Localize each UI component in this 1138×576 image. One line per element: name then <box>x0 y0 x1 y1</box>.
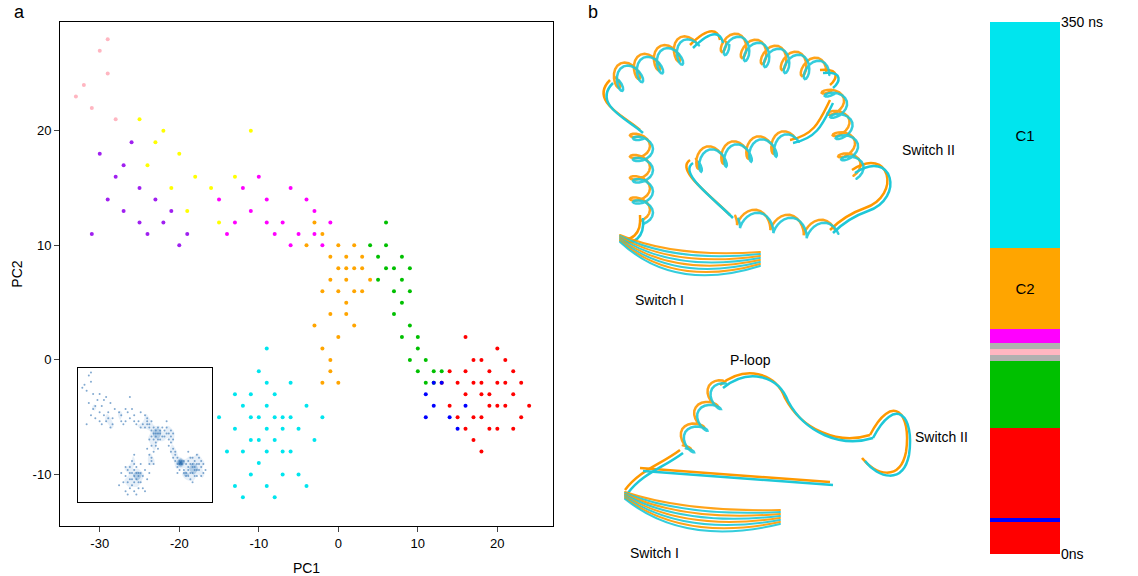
svg-text:0ns: 0ns <box>1061 546 1084 562</box>
svg-text:10: 10 <box>37 238 51 253</box>
svg-text:-10: -10 <box>249 536 268 551</box>
svg-text:0: 0 <box>335 536 342 551</box>
svg-text:P-loop: P-loop <box>730 352 771 368</box>
svg-text:Switch II: Switch II <box>915 429 968 445</box>
svg-text:C1: C1 <box>1015 127 1034 144</box>
svg-text:-30: -30 <box>90 536 109 551</box>
html-text:a: a <box>14 2 24 22</box>
svg-text:Switch I: Switch I <box>630 545 679 561</box>
svg-text:Switch I: Switch I <box>635 292 684 308</box>
svg-text:20: 20 <box>37 123 51 138</box>
svg-text:20: 20 <box>490 536 504 551</box>
svg-text:-20: -20 <box>170 536 189 551</box>
svg-text:C2: C2 <box>1015 280 1034 297</box>
svg-text:PC2: PC2 <box>9 260 25 287</box>
svg-text:0: 0 <box>44 352 51 367</box>
svg-text:350 ns: 350 ns <box>1061 14 1103 30</box>
svg-text:10: 10 <box>411 536 425 551</box>
svg-text:PC1: PC1 <box>293 560 320 576</box>
svg-text:-10: -10 <box>33 467 52 482</box>
svg-text:Switch II: Switch II <box>902 142 955 158</box>
html-text:b: b <box>588 2 598 22</box>
